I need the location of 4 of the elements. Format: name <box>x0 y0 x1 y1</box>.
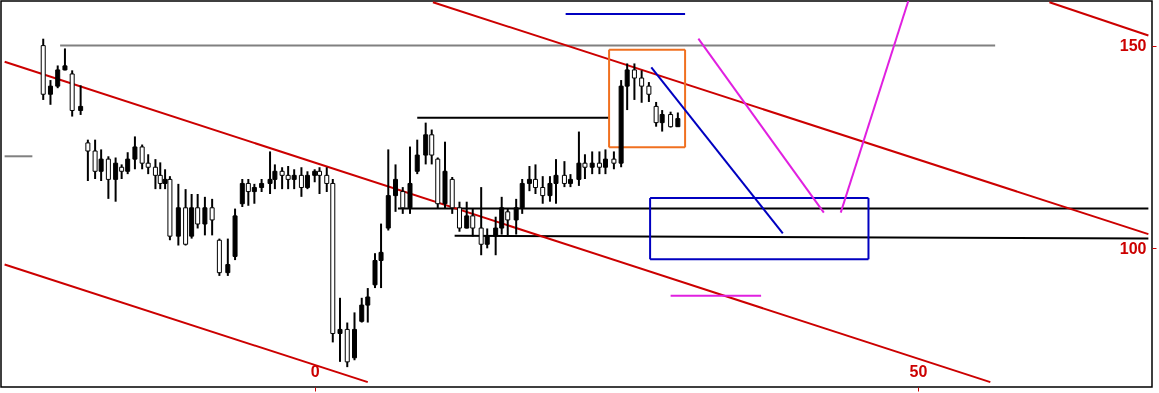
x-tick-label: 0 <box>310 362 320 380</box>
x-tick-label: 50 <box>909 362 928 380</box>
y-tick-label: 150 <box>1119 37 1147 55</box>
y-tick-label: 100 <box>1119 239 1147 257</box>
